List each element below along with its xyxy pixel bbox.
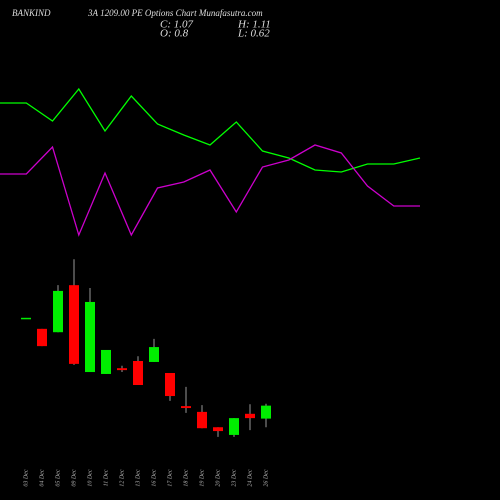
x-tick-label: 20 Dec [215,469,221,486]
candle-body [261,405,271,419]
x-tick-label: 26 Dec [263,469,269,486]
x-tick-label: 11 Dec [103,469,109,486]
chart-title: BANKIND [12,8,51,18]
candle-body [69,285,79,364]
x-tick-label: 18 Dec [183,469,189,486]
candle-body [165,373,175,397]
candle-body [197,411,207,429]
x-tick-label: 17 Dec [167,469,173,486]
candle-body [101,349,111,374]
open-label: O: 0.8 [160,28,189,40]
x-tick-label: 23 Dec [231,469,237,486]
candle-body [53,290,63,333]
candle-body [245,413,255,419]
x-tick-label: 24 Dec [246,469,253,486]
line-series [0,144,420,237]
candle-body [181,406,191,409]
chart-subtitle: 3A 1209.00 PE Options Chart Munafasutra.… [87,8,263,18]
x-tick-label: 19 Dec [199,469,205,486]
x-tick-label: 03 Dec [23,469,29,486]
candle-body [133,361,143,385]
line-series [0,87,421,173]
low-label: L: 0.62 [237,28,270,40]
x-tick-label: 13 Dec [135,469,141,486]
x-tick-label: 09 Dec [71,469,77,486]
candle-body [21,317,31,320]
high-label: H: 1.11 [237,19,271,31]
x-tick-label: 04 Dec [38,469,45,486]
candle-body [229,418,239,435]
candle-body [37,328,47,347]
x-tick-label: 10 Dec [87,469,93,486]
x-tick-label: 16 Dec [151,469,157,486]
x-tick-label: 05 Dec [55,469,61,486]
candle-body [85,301,95,373]
candle-body [149,347,159,362]
close-label: C: 1.07 [160,19,194,31]
x-tick-label: 12 Dec [119,469,125,486]
candle-body [213,427,223,432]
candle-body [117,368,127,371]
